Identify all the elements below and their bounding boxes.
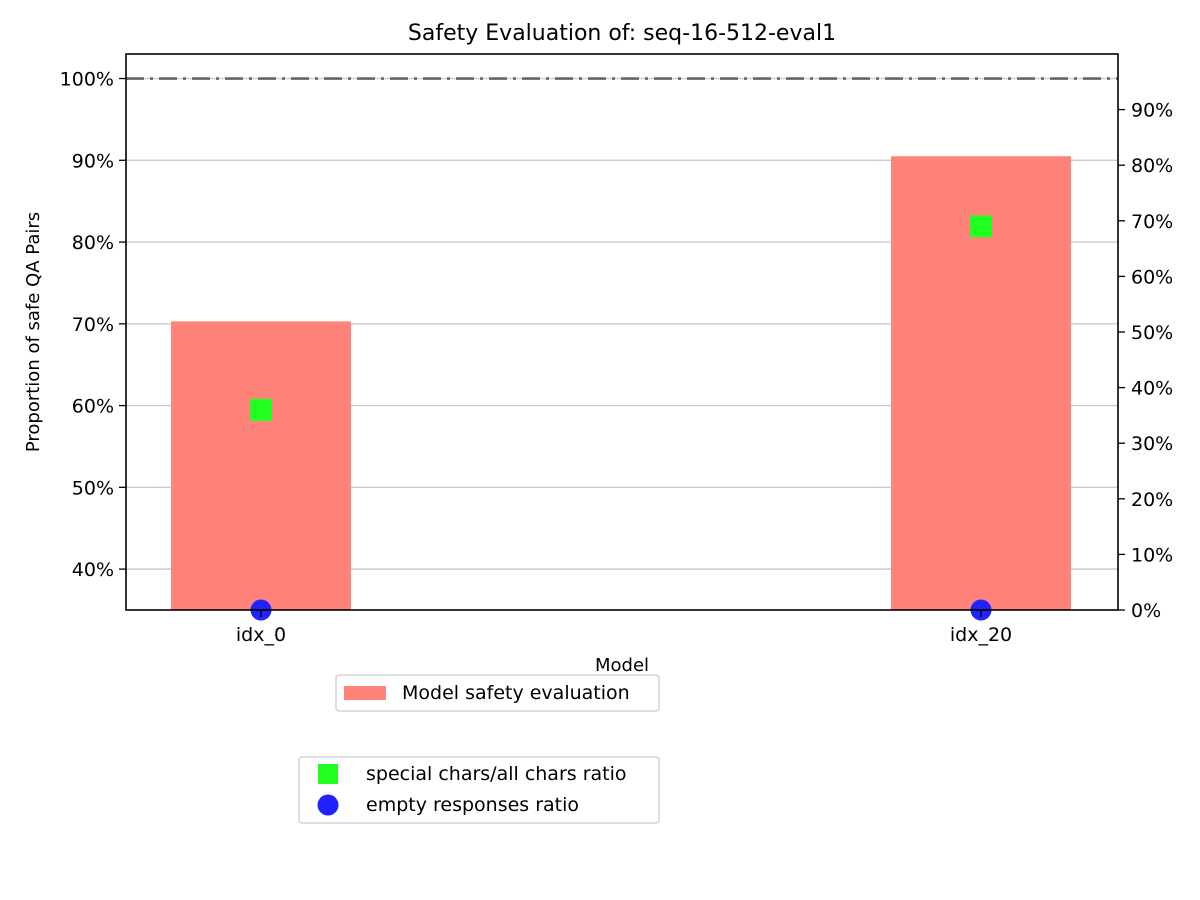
y2-tick-label: 30% — [1131, 433, 1173, 455]
y2-tick-label: 50% — [1131, 322, 1173, 344]
x-axis-label: Model — [595, 655, 649, 676]
y-tick-label: 40% — [72, 559, 114, 581]
y-tick-label: 80% — [72, 232, 114, 254]
y-tick-label: 70% — [72, 314, 114, 336]
y2-tick-label: 90% — [1131, 100, 1173, 122]
legend-label-special-chars: special chars/all chars ratio — [366, 763, 627, 785]
y-tick-label: 50% — [72, 477, 114, 499]
legend-swatch-circle — [317, 794, 339, 816]
y-tick-label: 90% — [72, 150, 114, 172]
y2-tick-label: 0% — [1131, 600, 1161, 622]
legend-markers: special chars/all chars ratio empty resp… — [298, 756, 660, 824]
legend-bars: Model safety evaluation — [335, 674, 660, 712]
bar-idx_0 — [171, 321, 351, 610]
x-tick-label: idx_20 — [950, 624, 1012, 646]
legend-frame — [298, 756, 660, 824]
left-axis-ticks: 40% 50% 60% 70% 80% 90% 100% — [60, 69, 126, 581]
special-chars-marker-idx_0 — [250, 398, 272, 421]
markers — [250, 215, 992, 621]
y2-tick-label: 20% — [1131, 489, 1173, 511]
special-chars-marker-idx_20 — [970, 215, 992, 238]
y2-tick-label: 70% — [1131, 211, 1173, 233]
right-axis-ticks: 0% 10% 20% 30% 40% 50% 60% 70% 80% 90% — [1118, 100, 1173, 622]
legend-label-bar: Model safety evaluation — [402, 682, 630, 704]
y2-tick-label: 80% — [1131, 155, 1173, 177]
y-axis-label: Proportion of safe QA Pairs — [23, 212, 44, 452]
legend-swatch-square — [318, 764, 338, 784]
y2-tick-label: 10% — [1131, 544, 1173, 566]
x-tick-label: idx_0 — [236, 624, 286, 646]
bars — [171, 156, 1071, 611]
y2-tick-label: 60% — [1131, 266, 1173, 288]
y2-tick-label: 40% — [1131, 378, 1173, 400]
legend-label-empty-responses: empty responses ratio — [366, 794, 579, 816]
legend-frame — [335, 674, 660, 712]
y-tick-label: 60% — [72, 396, 114, 418]
legend-swatch-bar — [344, 686, 386, 700]
x-axis-ticks: idx_0 idx_20 — [236, 610, 1012, 646]
y-tick-label: 100% — [60, 69, 114, 91]
chart-title: Safety Evaluation of: seq-16-512-eval1 — [408, 21, 836, 46]
